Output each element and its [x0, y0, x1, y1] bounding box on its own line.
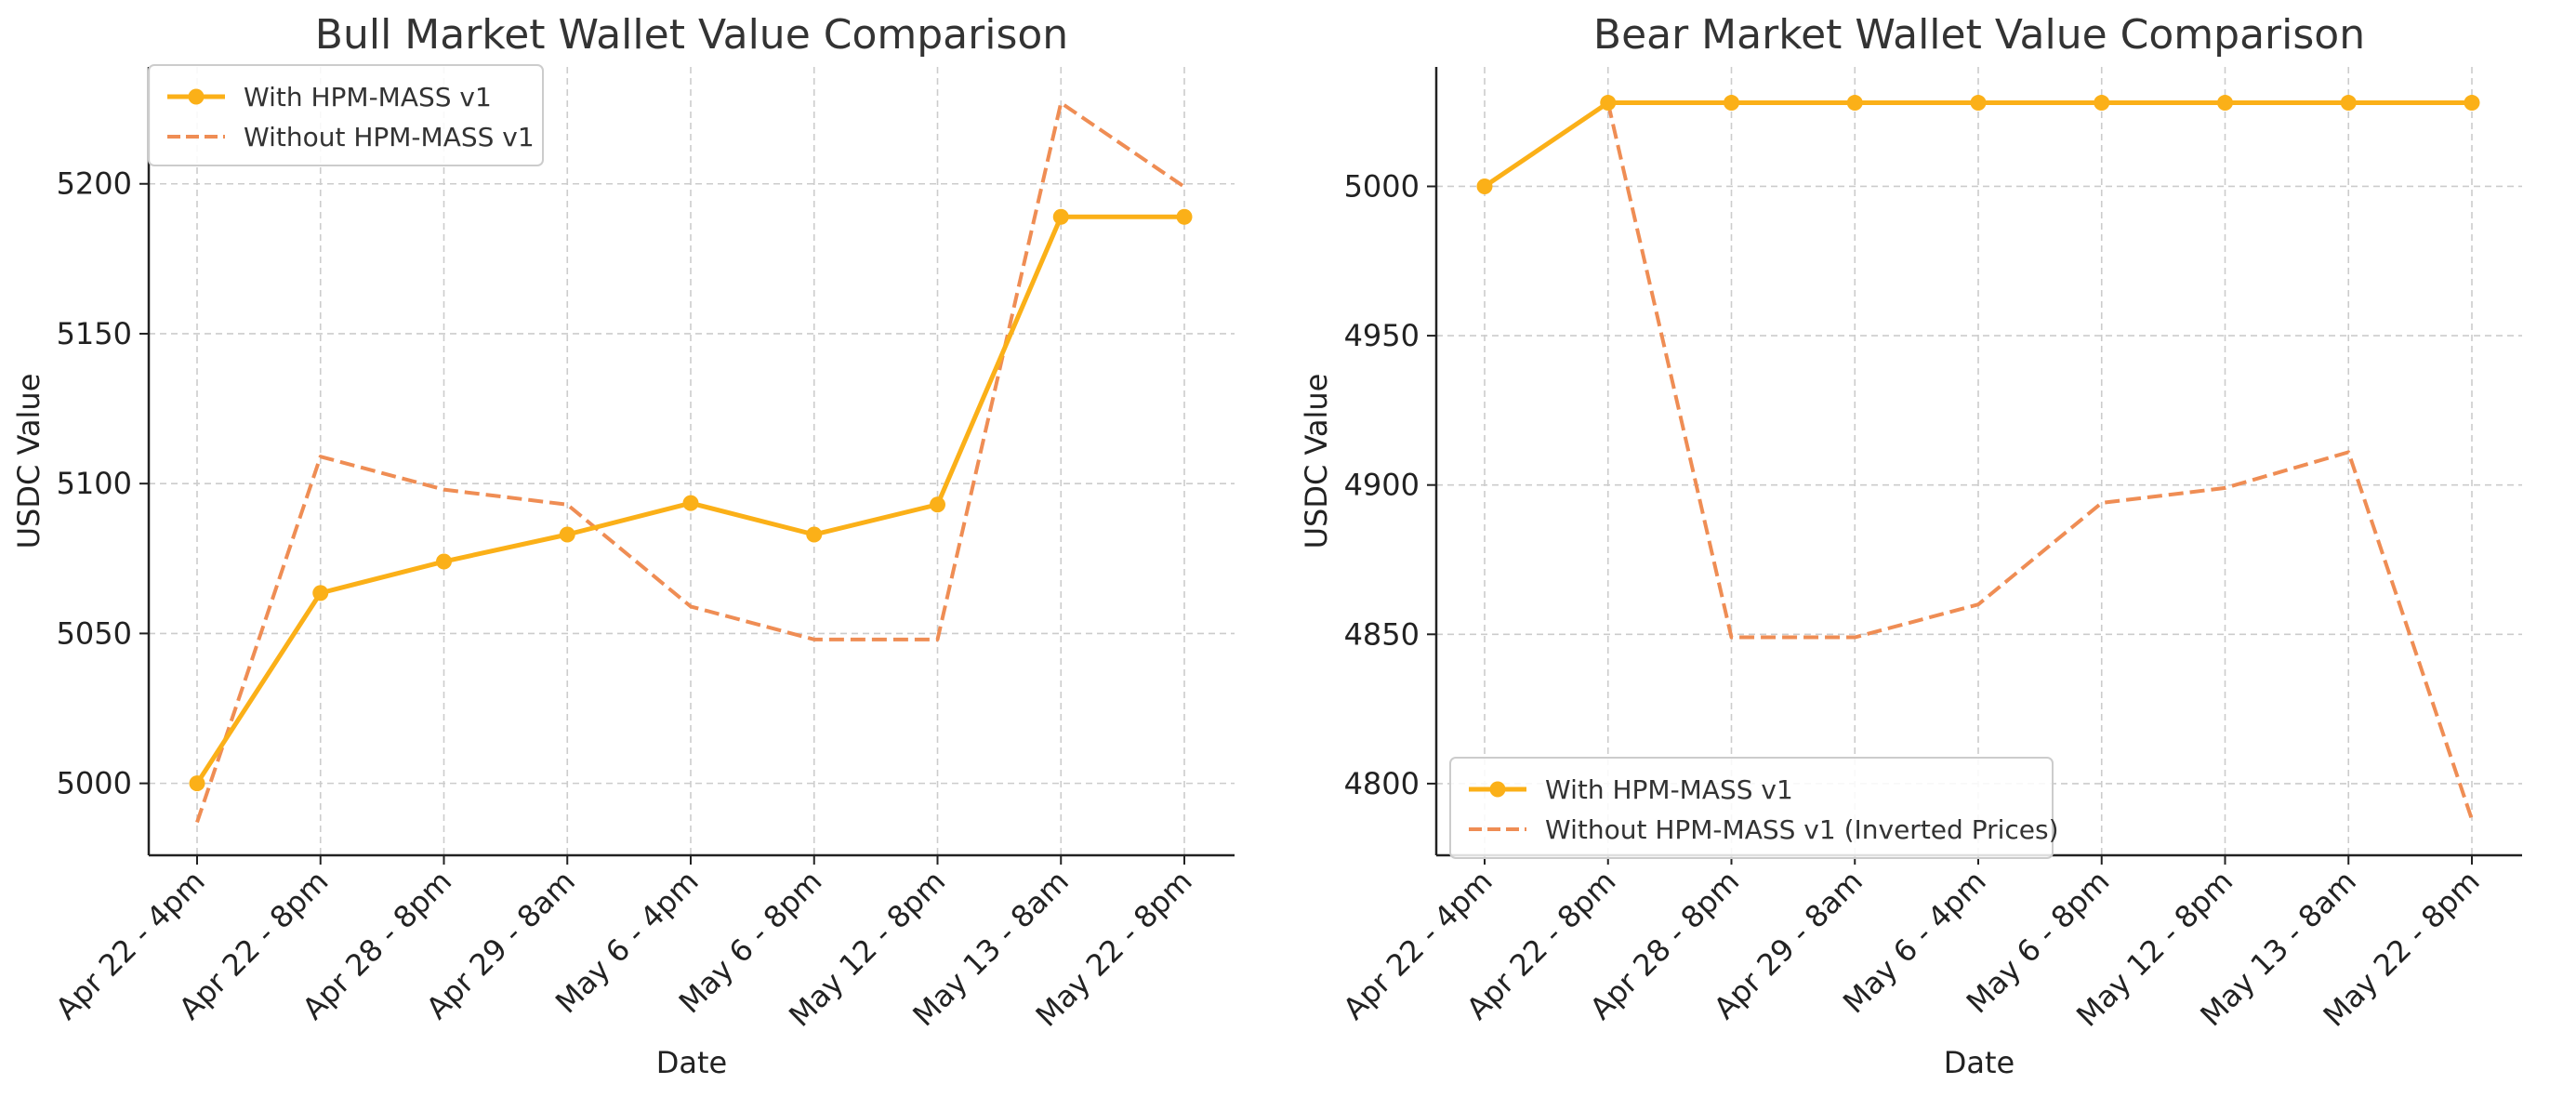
- y-tick-label: 4850: [1344, 616, 1420, 652]
- data-point-with: [559, 526, 575, 543]
- data-point-with: [2094, 95, 2110, 112]
- x-axis-label: Date: [1944, 1045, 2015, 1080]
- data-point-with: [1176, 208, 1193, 225]
- y-tick-label: 5150: [57, 316, 132, 351]
- data-point-with: [682, 495, 699, 511]
- chart-title: Bull Market Wallet Value Comparison: [315, 11, 1068, 59]
- data-point-with: [2217, 95, 2233, 112]
- legend-marker-with: [1489, 781, 1506, 798]
- data-point-with: [436, 553, 452, 570]
- legend-label: With HPM-MASS v1: [1545, 774, 1793, 805]
- series-line-without: [195, 100, 1186, 824]
- data-point-with: [930, 496, 945, 513]
- y-tick-label: 5050: [57, 615, 132, 651]
- chart-title: Bear Market Wallet Value Comparison: [1593, 11, 2365, 59]
- y-tick-label: 4800: [1344, 766, 1420, 801]
- legend-label: With HPM-MASS v1: [244, 82, 492, 112]
- grid: [149, 67, 1235, 855]
- data-point-with: [1476, 178, 1493, 194]
- y-axis-label: USDC Value: [11, 374, 46, 549]
- data-point-with: [312, 585, 329, 601]
- legend: With HPM-MASS v1 Without HPM-MASS v1: [148, 64, 544, 166]
- data-point-with: [806, 526, 823, 543]
- series-line-without: [1483, 100, 2474, 821]
- data-point-with: [1724, 95, 1739, 112]
- data-point-with: [1600, 95, 1617, 112]
- y-tick-label: 4900: [1344, 468, 1420, 503]
- y-tick-label: 5200: [57, 166, 132, 202]
- legend-box: [148, 64, 544, 166]
- x-axis-label: Date: [656, 1045, 727, 1080]
- data-point-with: [2464, 95, 2480, 112]
- data-point-with: [1970, 95, 1987, 112]
- grid: [1436, 67, 2522, 855]
- legend-label: Without HPM-MASS v1 (Inverted Prices): [1545, 814, 2059, 845]
- y-tick-label: 5000: [57, 766, 132, 801]
- y-axis-label: USDC Value: [1299, 374, 1334, 549]
- data-point-with: [1846, 95, 1863, 112]
- y-tick-label: 5100: [57, 466, 132, 501]
- legend-marker-with: [188, 88, 205, 105]
- data-point-with: [1052, 208, 1069, 225]
- y-tick-label: 4950: [1344, 318, 1420, 353]
- legend-box: [1449, 757, 2054, 859]
- y-tick-label: 5000: [1344, 168, 1420, 204]
- legend: With HPM-MASS v1 Without HPM-MASS v1 (Inv…: [1449, 757, 2059, 859]
- data-point-with: [2340, 95, 2357, 112]
- data-point-with: [189, 775, 205, 792]
- legend-label: Without HPM-MASS v1: [244, 122, 535, 152]
